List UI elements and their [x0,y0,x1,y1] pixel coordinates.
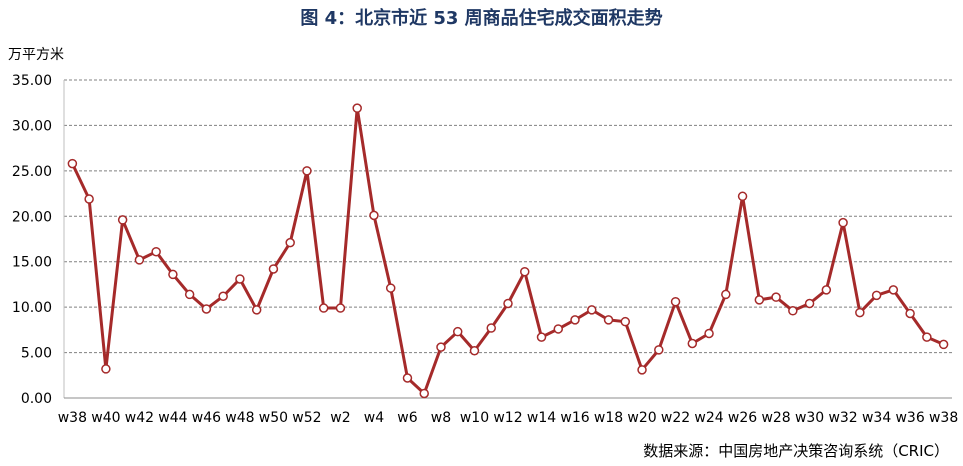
data-point [654,345,664,355]
data-point [117,215,128,225]
data-point [536,332,547,342]
series-markers [67,103,949,399]
x-tick-label: w42 [125,410,154,426]
data-point [721,289,731,300]
y-tick-label: 20.00 [12,209,52,225]
x-tick-label: w38 [58,410,87,426]
data-point [771,292,781,302]
data-point [318,303,329,313]
data-point [704,328,714,339]
series-line [71,106,945,395]
x-tick-label: w10 [460,410,489,426]
data-point [938,339,949,350]
data-point [285,237,295,248]
data-point [905,308,915,319]
data-point [871,290,882,301]
y-tick-label: 10.00 [12,300,52,316]
data-point [235,274,245,284]
data-point [587,305,597,315]
data-point [503,298,513,309]
x-tick-label: w24 [694,410,723,426]
data-point [335,303,346,313]
x-tick-label: w36 [895,410,924,426]
data-point [84,194,94,204]
y-tick-label: 30.00 [12,118,52,134]
data-point [637,365,647,375]
y-tick-label: 35.00 [12,73,52,89]
x-tick-label: w44 [158,410,187,426]
x-tick-label: w50 [259,410,288,426]
x-tick-label: w22 [661,410,690,426]
data-point [419,388,429,399]
source-note: 数据来源：中国房地产决策咨询系统（CRIC） [643,442,949,460]
x-tick-label: w18 [594,410,623,426]
x-tick-labels: w38 w40 w42 w44 w46 w48 w50 w52 w2 w4 w6 w8 w10 w12 w1… [58,410,959,426]
x-tick-label: w26 [728,410,757,426]
data-point [369,210,379,221]
data-point [402,373,413,383]
data-point [788,306,798,316]
data-point [687,338,698,349]
x-tick-label: w34 [862,410,891,426]
x-tick-label: w52 [292,410,321,426]
data-point [218,291,228,301]
data-point [737,191,748,202]
data-point [201,304,212,314]
x-tick-label: w38 [929,410,958,426]
data-point [134,255,145,265]
data-point [436,342,446,352]
x-tick-label: w28 [761,410,790,426]
grid-lines [64,79,952,354]
data-point [302,166,312,176]
y-tick-label: 0.00 [21,391,52,407]
y-tick-label: 5.00 [21,346,52,362]
x-tick-label: w30 [795,410,824,426]
data-point [922,332,932,342]
x-tick-label: w2 [330,410,350,426]
data-point [184,289,195,300]
data-point [251,305,262,315]
x-tick-label: w6 [397,410,417,426]
data-point [268,264,279,274]
x-tick-label: w48 [225,410,254,426]
data-point [888,285,899,295]
y-tick-labels: 0.00 5.00 10.00 15.00 20.00 25.00 30.00 35.00 [12,73,52,407]
y-tick-label: 25.00 [12,164,52,180]
data-point [670,296,681,307]
x-tick-label: w32 [828,410,857,426]
data-point [469,346,480,356]
data-point [67,158,78,169]
data-point [570,315,580,325]
data-point [520,266,530,277]
data-point [352,103,362,113]
data-point [168,269,178,280]
x-tick-label: w14 [527,410,556,426]
data-point [821,285,832,295]
x-tick-label: w20 [627,410,656,426]
series [71,106,945,395]
data-point [804,298,815,309]
data-point [151,246,161,257]
x-tick-label: w16 [560,410,589,426]
chart-title: 图 4：北京市近 53 周商品住宅成交面积走势 [300,8,663,29]
x-tick-label: w46 [192,410,221,426]
x-tick-label: w40 [91,410,120,426]
data-point [553,324,564,334]
x-tick-label: w4 [364,410,384,426]
data-point [603,315,614,325]
y-tick-label: 15.00 [12,255,52,271]
x-tick-label: w8 [431,410,451,426]
data-point [101,364,111,374]
data-point [838,217,848,228]
data-point [385,283,396,293]
data-point [452,326,463,337]
data-point [855,307,865,318]
data-point [486,323,496,333]
y-axis-unit-label: 万平方米 [8,47,64,63]
x-tick-label: w12 [493,410,522,426]
data-point [620,316,631,327]
data-point [754,295,765,305]
